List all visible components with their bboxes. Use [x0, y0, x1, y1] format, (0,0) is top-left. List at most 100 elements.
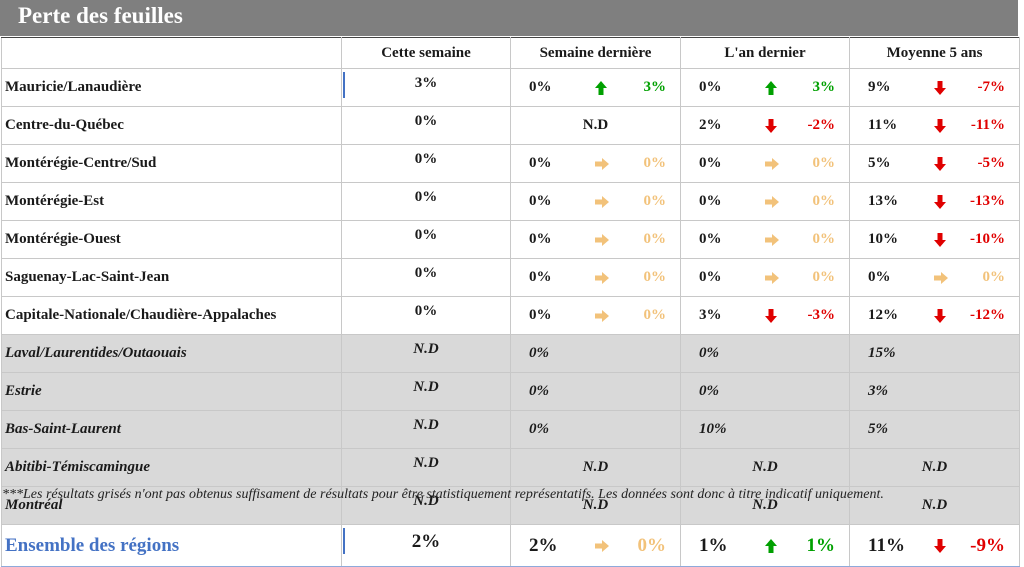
- avg-5yr-delta: -11%: [970, 117, 1005, 133]
- last-year-cell: 0% 0%: [680, 144, 850, 183]
- this-week-cell: 0%: [341, 258, 511, 297]
- this-week-value: N.D: [413, 455, 439, 471]
- this-week-value: 0%: [414, 189, 438, 205]
- last-week-value: 0%: [529, 231, 552, 247]
- this-week-cell: 2%: [341, 524, 511, 567]
- last-week-cell: 0%: [510, 334, 681, 373]
- last-year-cell: 0%: [680, 372, 850, 411]
- arrow-down-icon: [747, 118, 797, 134]
- arrow-right-icon: [747, 270, 797, 286]
- avg-5yr-value: 13%: [868, 193, 898, 209]
- avg-5yr-value: 9%: [868, 79, 891, 95]
- last-week-cell: 0%: [510, 410, 681, 449]
- last-week-value: 0%: [529, 155, 552, 171]
- last-year-cell: 0%: [680, 334, 850, 373]
- avg-5yr-cell: 11% -11%: [849, 106, 1020, 145]
- last-week-cell: 0% 0%: [510, 258, 681, 297]
- avg-5yr-cell: 12% -12%: [849, 296, 1020, 335]
- avg-5yr-value: 12%: [868, 307, 898, 323]
- last-week-delta: 0%: [643, 269, 667, 285]
- last-year-delta: 0%: [812, 231, 836, 247]
- avg-5yr-value: 0%: [868, 269, 891, 285]
- cell-cursor: [343, 528, 345, 554]
- last-year-value: 0%: [699, 269, 722, 285]
- last-year-cell: N.D: [680, 448, 850, 487]
- last-week-cell: 0% 0%: [510, 144, 681, 183]
- last-year-cell: 0% 3%: [680, 68, 850, 107]
- last-week-cell: 0%: [510, 372, 681, 411]
- avg-5yr-cell: 13% -13%: [849, 182, 1020, 221]
- table-row: Capitale-Nationale/Chaudière-Appalaches 0…: [1, 296, 1020, 335]
- title-bar: Perte des feuilles: [0, 0, 1018, 36]
- table-header-row: Cette semaine Semaine dernière L'an dern…: [1, 37, 1020, 69]
- last-year-value: 0%: [699, 383, 719, 399]
- region-name: Bas-Saint-Laurent: [1, 410, 342, 449]
- arrow-right-icon: [577, 232, 627, 248]
- arrow-right-icon: [747, 194, 797, 210]
- region-name: Montérégie-Ouest: [1, 220, 342, 259]
- arrow-right-icon: [577, 194, 627, 210]
- last-week-value: 0%: [529, 193, 552, 209]
- table-row: Mauricie/Lanaudière 3% 0% 3% 0% 3% 9% -7%: [1, 68, 1020, 107]
- last-week-cell: 0% 3%: [510, 68, 681, 107]
- arrow-down-icon: [916, 232, 966, 248]
- last-year-cell: 0% 0%: [680, 258, 850, 297]
- region-name: Estrie: [1, 372, 342, 411]
- avg-5yr-value: 5%: [868, 421, 888, 437]
- this-week-value: N.D: [413, 417, 439, 433]
- arrow-right-icon: [747, 156, 797, 172]
- avg-5yr-delta: -10%: [970, 231, 1005, 247]
- this-week-value: N.D: [413, 493, 439, 509]
- arrow-right-icon: [577, 270, 627, 286]
- header-last-week: Semaine dernière: [510, 37, 681, 69]
- arrow-down-icon: [916, 118, 966, 134]
- table-row: Centre-du-Québec 0% N.D 2% -2% 11% -11%: [1, 106, 1020, 145]
- arrow-right-icon: [916, 270, 966, 286]
- last-year-value: 3%: [699, 307, 722, 323]
- last-week-nd: N.D: [582, 117, 609, 133]
- this-week-cell: N.D: [341, 334, 511, 373]
- avg-5yr-cell: 11% -9%: [849, 524, 1020, 567]
- last-year-delta: 0%: [812, 193, 836, 209]
- last-year-value: 10%: [699, 421, 727, 437]
- arrow-up-icon: [747, 80, 797, 96]
- header-5yr-average: Moyenne 5 ans: [849, 37, 1020, 69]
- this-week-cell: 0%: [341, 144, 511, 183]
- last-week-value: 0%: [529, 421, 549, 437]
- last-week-nd: N.D: [582, 459, 609, 475]
- last-week-cell: N.D: [510, 448, 681, 487]
- avg-5yr-value: 15%: [868, 345, 896, 361]
- arrow-up-icon: [747, 538, 797, 554]
- arrow-down-icon: [747, 308, 797, 324]
- avg-5yr-value: 5%: [868, 155, 891, 171]
- this-week-value: 0%: [414, 227, 438, 243]
- arrow-down-icon: [916, 80, 966, 96]
- this-week-cell: 0%: [341, 106, 511, 145]
- avg-5yr-nd: N.D: [921, 459, 948, 475]
- last-week-delta: 0%: [643, 231, 667, 247]
- avg-5yr-value: 11%: [868, 534, 905, 556]
- this-week-value: 0%: [414, 113, 438, 129]
- last-year-cell: 1% 1%: [680, 524, 850, 567]
- last-year-value: 0%: [699, 79, 722, 95]
- avg-5yr-delta: -12%: [970, 307, 1005, 323]
- last-year-delta: 3%: [812, 79, 836, 95]
- header-this-week: Cette semaine: [341, 37, 511, 69]
- table-row-greyed: Estrie N.D 0% 0% 3%: [1, 372, 1020, 411]
- arrow-down-icon: [916, 156, 966, 172]
- last-week-cell: 0% 0%: [510, 220, 681, 259]
- last-year-nd: N.D: [752, 459, 778, 475]
- this-week-cell: 0%: [341, 220, 511, 259]
- avg-5yr-delta: -13%: [970, 193, 1005, 209]
- avg-5yr-delta: -7%: [977, 79, 1006, 95]
- this-week-cell: N.D: [341, 410, 511, 449]
- last-week-value: 2%: [529, 534, 558, 556]
- avg-5yr-cell: 0% 0%: [849, 258, 1020, 297]
- region-name: Mauricie/Lanaudière: [1, 68, 342, 107]
- table-row: Montérégie-Centre/Sud 0% 0% 0% 0% 0% 5% -5%: [1, 144, 1020, 183]
- last-year-cell: 10%: [680, 410, 850, 449]
- region-name: Montérégie-Centre/Sud: [1, 144, 342, 183]
- avg-5yr-value: 11%: [868, 117, 898, 133]
- this-week-cell: 0%: [341, 182, 511, 221]
- last-year-value: 0%: [699, 155, 722, 171]
